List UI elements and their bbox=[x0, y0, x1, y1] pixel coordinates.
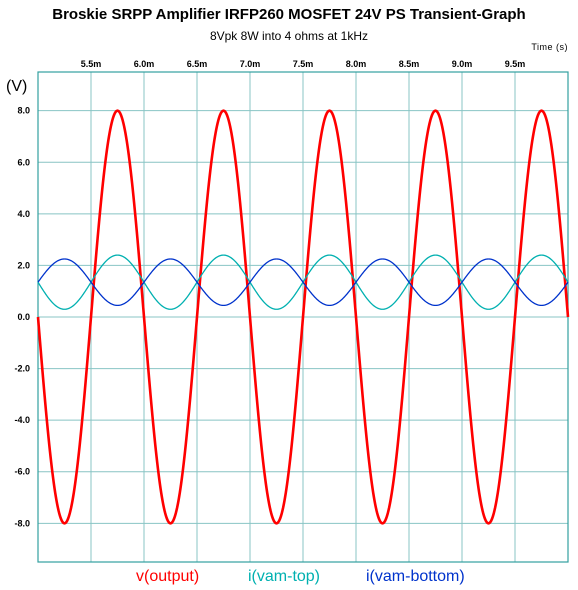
y-tick-label: 6.0 bbox=[17, 157, 30, 167]
x-tick-label: 8.5m bbox=[399, 59, 420, 69]
x-tick-label: 8.0m bbox=[346, 59, 367, 69]
x-tick-label: 6.5m bbox=[187, 59, 208, 69]
series-line-i-vam-bottom bbox=[37, 258, 569, 307]
chart-title: Broskie SRPP Amplifier IRFP260 MOSFET 24… bbox=[52, 6, 526, 23]
chart-subtitle: 8Vpk 8W into 4 ohms at 1kHz bbox=[209, 29, 369, 43]
y-tick-label: 2.0 bbox=[17, 260, 30, 270]
y-tick-label: -2.0 bbox=[14, 364, 30, 374]
y-tick-label: 0.0 bbox=[17, 312, 30, 322]
series-line-v-output bbox=[36, 109, 570, 525]
x-tick-label: 7.0m bbox=[240, 59, 261, 69]
x-tick-label: 5.5m bbox=[81, 59, 102, 69]
legend-i-vam-top: i(vam-top) bbox=[248, 568, 321, 585]
x-tick-label: 9.5m bbox=[505, 59, 526, 69]
legend-v-output: v(output) bbox=[136, 568, 200, 585]
x-axis-label: Time (s) bbox=[531, 42, 568, 52]
y-tick-label: -8.0 bbox=[14, 518, 30, 528]
y-axis-label: (V) bbox=[6, 78, 28, 95]
y-tick-label: -4.0 bbox=[14, 415, 30, 425]
legend-i-vam-bottom: i(vam-bottom) bbox=[366, 568, 465, 585]
y-tick-label: 8.0 bbox=[17, 106, 30, 116]
x-tick-label: 6.0m bbox=[134, 59, 155, 69]
y-tick-label: 4.0 bbox=[17, 209, 30, 219]
y-tick-label: -6.0 bbox=[14, 467, 30, 477]
x-tick-label: 9.0m bbox=[452, 59, 473, 69]
x-tick-label: 7.5m bbox=[293, 59, 314, 69]
